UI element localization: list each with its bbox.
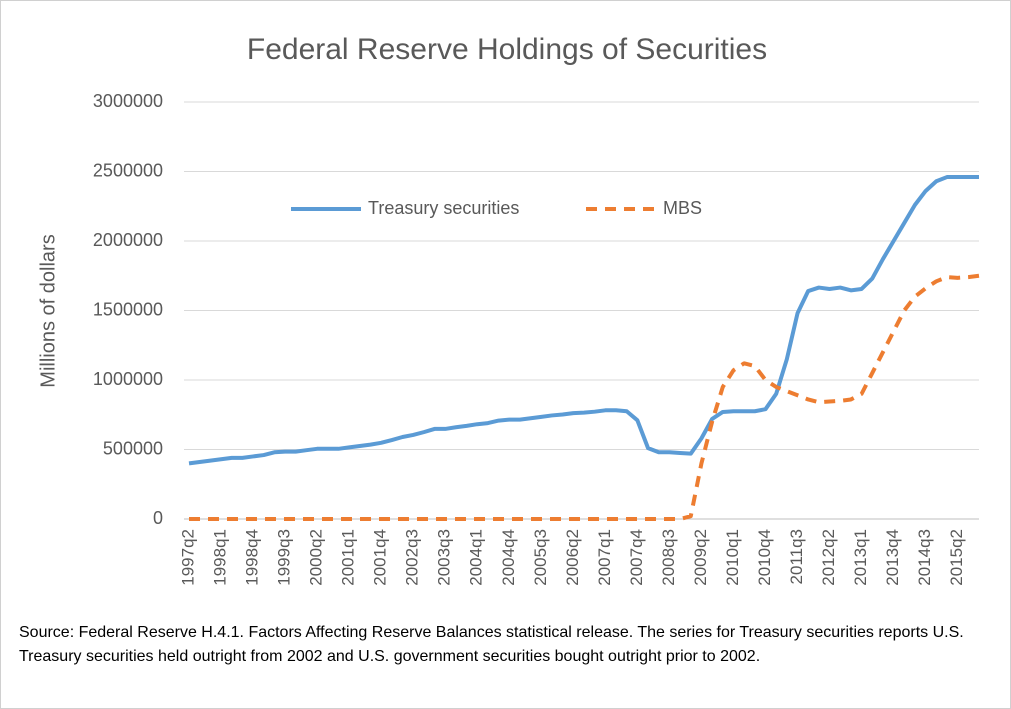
x-tick-label: 2012q2 bbox=[819, 529, 838, 586]
x-tick-label: 2003q3 bbox=[435, 529, 454, 586]
series-line bbox=[188, 175, 979, 466]
x-tick-label: 2015q2 bbox=[947, 529, 966, 586]
y-tick-label: 2500000 bbox=[93, 160, 163, 180]
x-tick-label: 2010q1 bbox=[723, 529, 742, 586]
x-tick-label: 1998q1 bbox=[211, 529, 230, 586]
legend-label: MBS bbox=[663, 198, 702, 218]
y-tick-label: 0 bbox=[153, 508, 163, 528]
x-tick-label: 2010q4 bbox=[755, 529, 774, 586]
y-axis-label: Millions of dollars bbox=[37, 234, 59, 387]
x-tick-label: 2001q1 bbox=[339, 529, 358, 586]
chart: Federal Reserve Holdings of Securities M… bbox=[37, 33, 980, 586]
series-line bbox=[189, 273, 980, 521]
x-tick-label: 2005q3 bbox=[531, 529, 550, 586]
y-tick-label: 2000000 bbox=[93, 230, 163, 250]
x-tick-label: 2008q3 bbox=[659, 529, 678, 586]
legend-label: Treasury securities bbox=[368, 198, 519, 218]
y-tick-label: 1000000 bbox=[93, 369, 163, 389]
x-tick-label: 2004q1 bbox=[467, 529, 486, 586]
x-tick-label: 2007q4 bbox=[627, 529, 646, 586]
x-tick-label: 1997q2 bbox=[178, 529, 197, 586]
x-tick-label: 1999q3 bbox=[275, 529, 294, 586]
x-tick-label: 2011q3 bbox=[787, 529, 806, 584]
x-tick-label: 2009q2 bbox=[691, 529, 710, 586]
x-tick-label: 2007q1 bbox=[595, 529, 614, 586]
x-tick-label: 1998q4 bbox=[243, 529, 262, 586]
y-tick-label: 3000000 bbox=[93, 91, 163, 111]
x-tick-label: 2000q2 bbox=[307, 529, 326, 586]
x-tick-label: 2002q3 bbox=[403, 529, 422, 586]
chart-title: Federal Reserve Holdings of Securities bbox=[247, 33, 767, 66]
x-tick-label: 2006q2 bbox=[563, 529, 582, 586]
x-tick-label: 2013q1 bbox=[851, 529, 870, 586]
x-tick-label: 2001q4 bbox=[371, 529, 390, 586]
source-note: Source: Federal Reserve H.4.1. Factors A… bbox=[19, 624, 964, 665]
x-tick-label: 2013q4 bbox=[883, 529, 902, 586]
x-tick-label: 2014q3 bbox=[915, 529, 934, 586]
y-tick-label: 1500000 bbox=[93, 299, 163, 319]
y-tick-label: 500000 bbox=[103, 438, 163, 458]
x-tick-label: 2004q4 bbox=[499, 529, 518, 586]
